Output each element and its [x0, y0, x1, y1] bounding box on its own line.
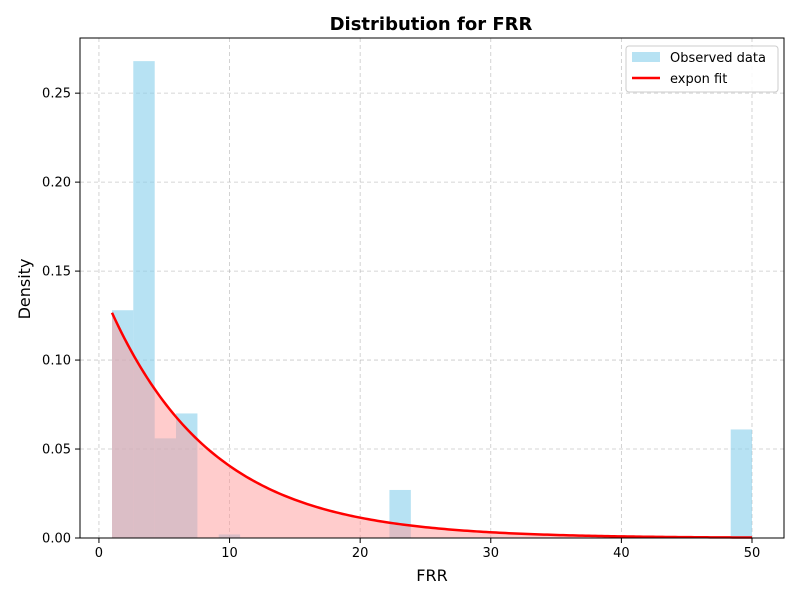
x-axis-label: FRR	[416, 566, 447, 585]
x-axis-ticks: 0 10 20 30 40 50	[95, 538, 760, 561]
legend-box	[625, 45, 779, 93]
fit-area	[112, 312, 752, 538]
legend: Observed data expon fit	[625, 45, 779, 93]
fit-line	[110, 312, 753, 539]
x-tick-label: 0	[95, 546, 103, 561]
y-tick-label: 0.10	[42, 354, 71, 369]
x-tick-label: 20	[352, 546, 369, 561]
legend-label-fit: expon fit	[670, 72, 727, 87]
y-tick-label: 0.00	[42, 532, 71, 547]
fit-curve	[110, 312, 753, 539]
chart-title: Distribution for FRR	[330, 14, 533, 35]
legend-swatch-observed	[632, 52, 660, 62]
fit-fill-area	[112, 312, 752, 538]
x-tick-label: 50	[744, 546, 761, 561]
y-axis-label: Density	[15, 259, 34, 320]
y-tick-label: 0.20	[42, 176, 71, 191]
histogram-bar	[730, 429, 752, 538]
y-tick-label: 0.25	[42, 87, 71, 102]
x-tick-label: 10	[221, 546, 238, 561]
y-axis-ticks: 0.00 0.05 0.10 0.15 0.20 0.25	[42, 87, 80, 547]
x-tick-label: 40	[613, 546, 630, 561]
y-tick-label: 0.15	[42, 265, 71, 280]
y-tick-label: 0.05	[42, 443, 71, 458]
plot-frame	[79, 37, 785, 539]
x-tick-label: 30	[483, 546, 500, 561]
legend-label-observed: Observed data	[670, 51, 766, 66]
